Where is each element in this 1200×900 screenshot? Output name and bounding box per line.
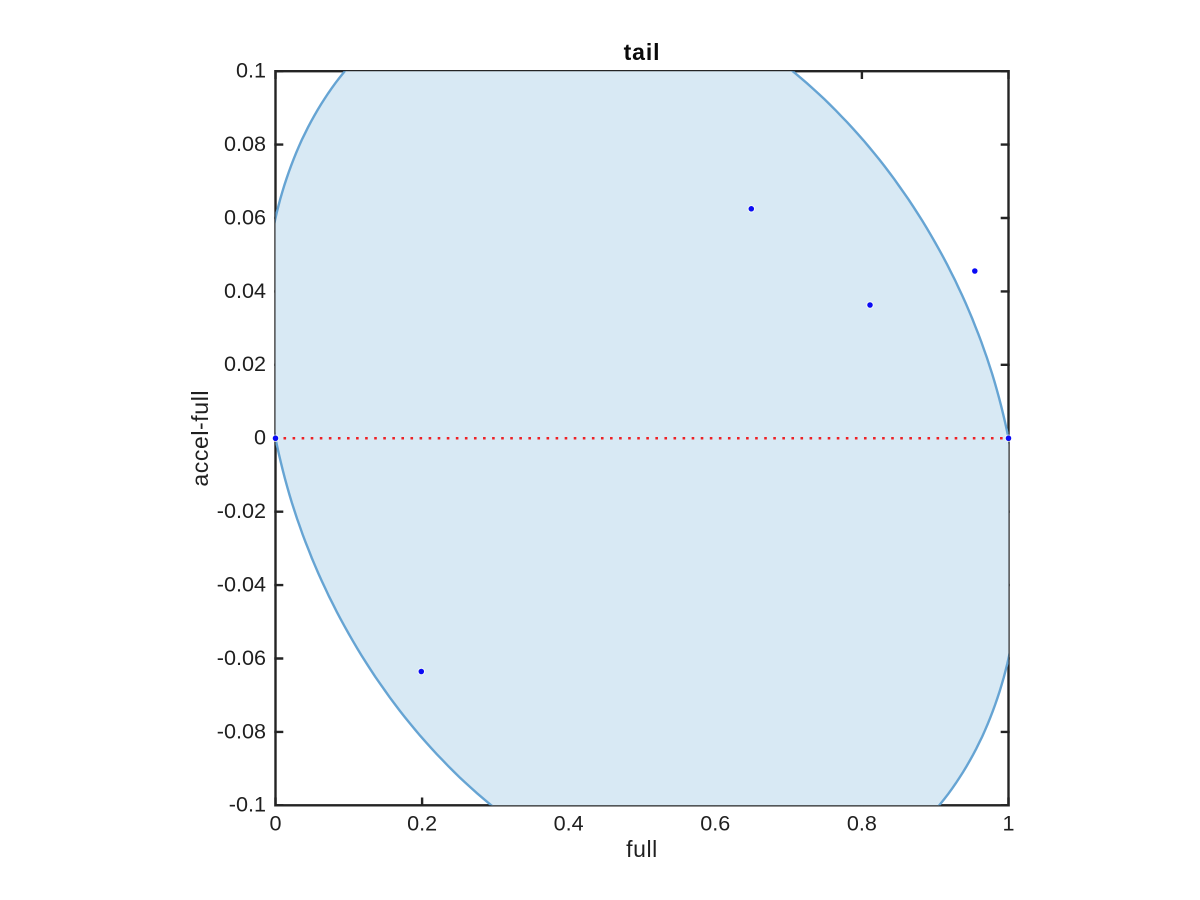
svg-text:0.1: 0.1 (236, 58, 266, 83)
svg-text:-0.08: -0.08 (217, 718, 266, 743)
svg-text:0.2: 0.2 (407, 810, 437, 835)
svg-text:-0.1: -0.1 (229, 792, 266, 817)
svg-text:full: full (626, 836, 658, 862)
svg-text:0.04: 0.04 (224, 278, 266, 303)
svg-text:tail: tail (624, 39, 661, 65)
svg-text:-0.02: -0.02 (217, 498, 266, 523)
svg-text:-0.06: -0.06 (217, 645, 266, 670)
svg-text:-0.04: -0.04 (217, 572, 266, 597)
svg-text:0.6: 0.6 (700, 810, 730, 835)
svg-text:0.06: 0.06 (224, 204, 266, 229)
svg-text:0.8: 0.8 (847, 810, 877, 835)
svg-text:0.4: 0.4 (554, 810, 584, 835)
svg-text:1: 1 (1002, 810, 1014, 835)
svg-text:0.08: 0.08 (224, 131, 266, 156)
svg-text:0: 0 (269, 810, 281, 835)
svg-text:0: 0 (254, 425, 266, 450)
svg-text:accel-full: accel-full (187, 390, 213, 487)
svg-text:0.02: 0.02 (224, 351, 266, 376)
